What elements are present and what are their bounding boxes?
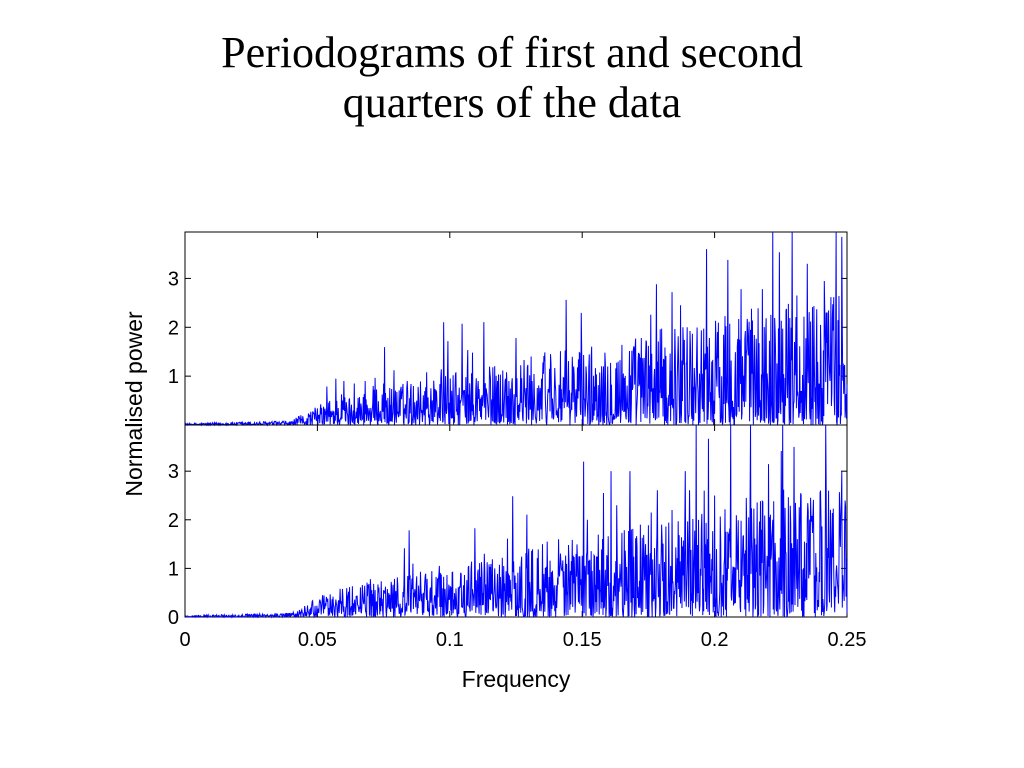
y-tick-label: 2 bbox=[168, 317, 179, 339]
panel-second-quarter: 0 1 2 3 bbox=[168, 424, 848, 629]
slide-title-line-1: Periodograms of first and second bbox=[221, 28, 803, 77]
y-tick-label: 0 bbox=[168, 607, 179, 629]
x-tick-labels: 0 0.05 0.1 0.15 0.2 0.25 bbox=[179, 629, 866, 651]
x-tick-label: 0.1 bbox=[436, 629, 464, 651]
x-tick-label: 0.25 bbox=[828, 629, 867, 651]
periodogram-line bbox=[184, 424, 848, 619]
y-tick-label: 1 bbox=[168, 558, 179, 580]
slide-title: Periodograms of first and second quarter… bbox=[0, 28, 1024, 128]
y-tick-label: 3 bbox=[168, 461, 179, 483]
y-tick-label: 1 bbox=[168, 366, 179, 388]
x-tick-label: 0.15 bbox=[563, 629, 602, 651]
slide-title-line-2: quarters of the data bbox=[342, 78, 682, 127]
x-tick-label: 0 bbox=[179, 629, 190, 651]
x-tick-label: 0.05 bbox=[298, 629, 337, 651]
y-axis-label: Normalised power bbox=[121, 311, 147, 497]
panel-first-quarter: 1 2 3 bbox=[168, 231, 848, 427]
x-axis-label: Frequency bbox=[462, 666, 571, 692]
x-tick-label: 0.2 bbox=[701, 629, 729, 651]
y-tick-label: 3 bbox=[168, 268, 179, 290]
y-tick-label: 2 bbox=[168, 510, 179, 532]
panel-frame bbox=[184, 424, 848, 618]
periodogram-line bbox=[184, 231, 848, 427]
